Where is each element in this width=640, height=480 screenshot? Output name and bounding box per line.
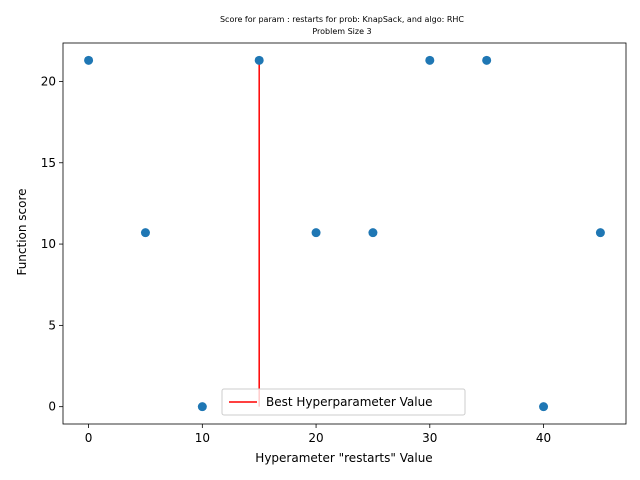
x-tick-label: 30 bbox=[422, 431, 437, 445]
legend-label: Best Hyperparameter Value bbox=[266, 395, 433, 409]
scatter-point bbox=[84, 55, 94, 65]
y-axis-ticks: 0 5 10 15 20 bbox=[41, 74, 63, 414]
legend: Best Hyperparameter Value bbox=[221, 388, 466, 416]
chart-title-line-1: Score for param : restarts for prob: Kna… bbox=[220, 15, 464, 24]
x-axis-ticks: 0 10 20 30 40 bbox=[85, 424, 551, 445]
scatter-point bbox=[311, 228, 321, 238]
scatter-point bbox=[595, 228, 605, 238]
x-tick-label: 20 bbox=[308, 431, 323, 445]
scatter-point bbox=[482, 55, 492, 65]
chart-title: Score for param : restarts for prob: Kna… bbox=[220, 15, 464, 36]
scatter-point bbox=[197, 402, 207, 412]
y-tick-label: 5 bbox=[48, 318, 56, 332]
chart-title-line-2: Problem Size 3 bbox=[312, 27, 371, 36]
scatter-point bbox=[425, 55, 435, 65]
y-axis-label: Function score bbox=[15, 188, 29, 275]
scatter-point bbox=[140, 228, 150, 238]
x-tick-label: 10 bbox=[195, 431, 210, 445]
plot-area bbox=[62, 42, 627, 425]
legend-box bbox=[221, 388, 466, 416]
scatter-point bbox=[368, 228, 378, 238]
y-tick-label: 0 bbox=[48, 400, 56, 414]
x-tick-label: 40 bbox=[536, 431, 551, 445]
scatter-point bbox=[254, 55, 264, 65]
y-tick-label: 15 bbox=[41, 156, 56, 170]
data-points bbox=[84, 55, 605, 412]
y-tick-label: 20 bbox=[41, 74, 56, 88]
axes-frame bbox=[62, 42, 627, 425]
x-axis-label: Hyperameter "restarts" Value bbox=[255, 451, 432, 465]
y-tick-label: 10 bbox=[41, 237, 56, 251]
x-tick-label: 0 bbox=[85, 431, 93, 445]
scatter-point bbox=[539, 402, 549, 412]
